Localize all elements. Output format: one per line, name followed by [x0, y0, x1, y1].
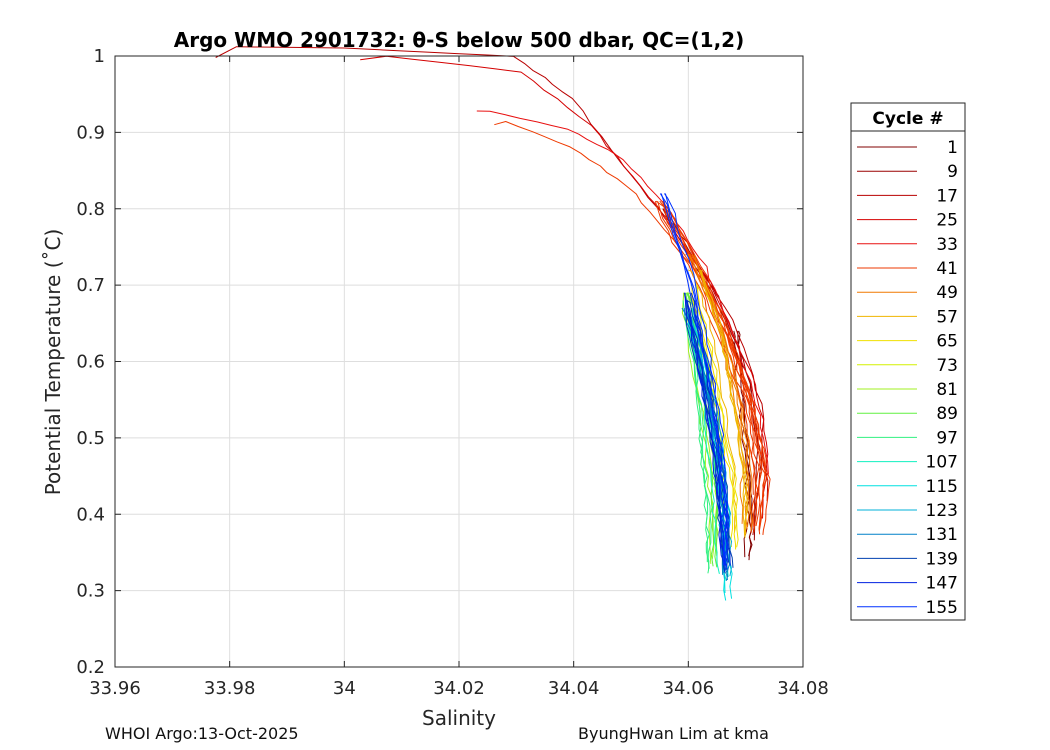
- series-line-cycle-17: [215, 46, 769, 502]
- series-line-cycle-147: [684, 292, 726, 572]
- y-tick-label: 0.2: [76, 657, 105, 678]
- legend-label: 123: [926, 501, 958, 521]
- legend-label: 25: [936, 211, 958, 231]
- footer-source: WHOI Argo:13-Oct-2025: [105, 724, 299, 743]
- series-line-cycle-147: [684, 292, 726, 571]
- legend-label: 107: [926, 453, 958, 473]
- y-axis-label: Potential Temperature (˚C): [41, 229, 65, 496]
- legend-label: 41: [936, 259, 958, 279]
- legend-label: 17: [936, 186, 958, 206]
- x-tick-label: 33.96: [89, 678, 141, 699]
- legend-label: 33: [936, 235, 958, 255]
- legend-label: 57: [936, 307, 958, 327]
- series-line-cycle-107: [686, 307, 720, 575]
- legend-label: 1: [947, 138, 958, 158]
- x-tick-label: 34.04: [548, 678, 600, 699]
- series-line-cycle-155: [659, 193, 727, 566]
- legend-label: 139: [926, 549, 958, 569]
- chart-title: Argo WMO 2901732: θ-S below 500 dbar, QC…: [174, 28, 744, 52]
- legend-label: 9: [947, 162, 958, 182]
- legend-label: 131: [926, 525, 958, 545]
- series-line-cycle-57: [698, 269, 746, 537]
- legend-label: 115: [926, 477, 958, 497]
- series-line-cycle-49: [687, 254, 750, 530]
- y-tick-label: 0.4: [76, 504, 105, 525]
- legend-label: 155: [926, 598, 958, 618]
- series-lines: [215, 46, 771, 601]
- x-tick-label: 34.08: [777, 678, 829, 699]
- x-axis-label: Salinity: [422, 706, 496, 730]
- series-line-cycle-41b: [654, 200, 756, 534]
- legend-label: 65: [936, 332, 958, 352]
- series-line-cycle-49: [691, 254, 750, 527]
- x-tick-label: 34: [333, 678, 356, 699]
- series-line-cycle-155: [663, 193, 730, 563]
- legend: Cycle # 1 9 17 25 33 41 49 57 65 73 81 89 97 107 115 12…: [850, 102, 966, 621]
- legend-label: 49: [936, 283, 958, 303]
- series-line-cycle-41b: [659, 200, 763, 527]
- legend-title: Cycle #: [872, 109, 943, 129]
- series-line-cycle-33: [476, 110, 769, 475]
- y-tick-label: 1: [94, 46, 105, 67]
- y-tick-label: 0.7: [76, 275, 105, 296]
- x-tick-label: 33.98: [204, 678, 256, 699]
- series-line-cycle-49: [685, 254, 745, 524]
- x-tick-label: 34.06: [663, 678, 715, 699]
- legend-label: 81: [936, 380, 958, 400]
- y-tick-label: 0.3: [76, 581, 105, 602]
- legend-label: 147: [926, 574, 958, 594]
- y-tick-label: 0.8: [76, 199, 105, 220]
- legend-label: 97: [936, 428, 958, 448]
- legend-label: 73: [936, 356, 958, 376]
- series-line-cycle-155: [664, 193, 730, 570]
- axis-ticks: 33.96 33.98 34 34.02 34.04 34.06 34.08 0.2 0.3 0.…: [76, 46, 828, 699]
- y-tick-label: 0.9: [76, 122, 105, 143]
- y-tick-label: 0.6: [76, 352, 105, 373]
- y-tick-label: 0.5: [76, 428, 105, 449]
- footer-author: ByungHwan Lim at kma: [578, 724, 769, 743]
- x-tick-label: 34.02: [433, 678, 485, 699]
- legend-label: 89: [936, 404, 958, 424]
